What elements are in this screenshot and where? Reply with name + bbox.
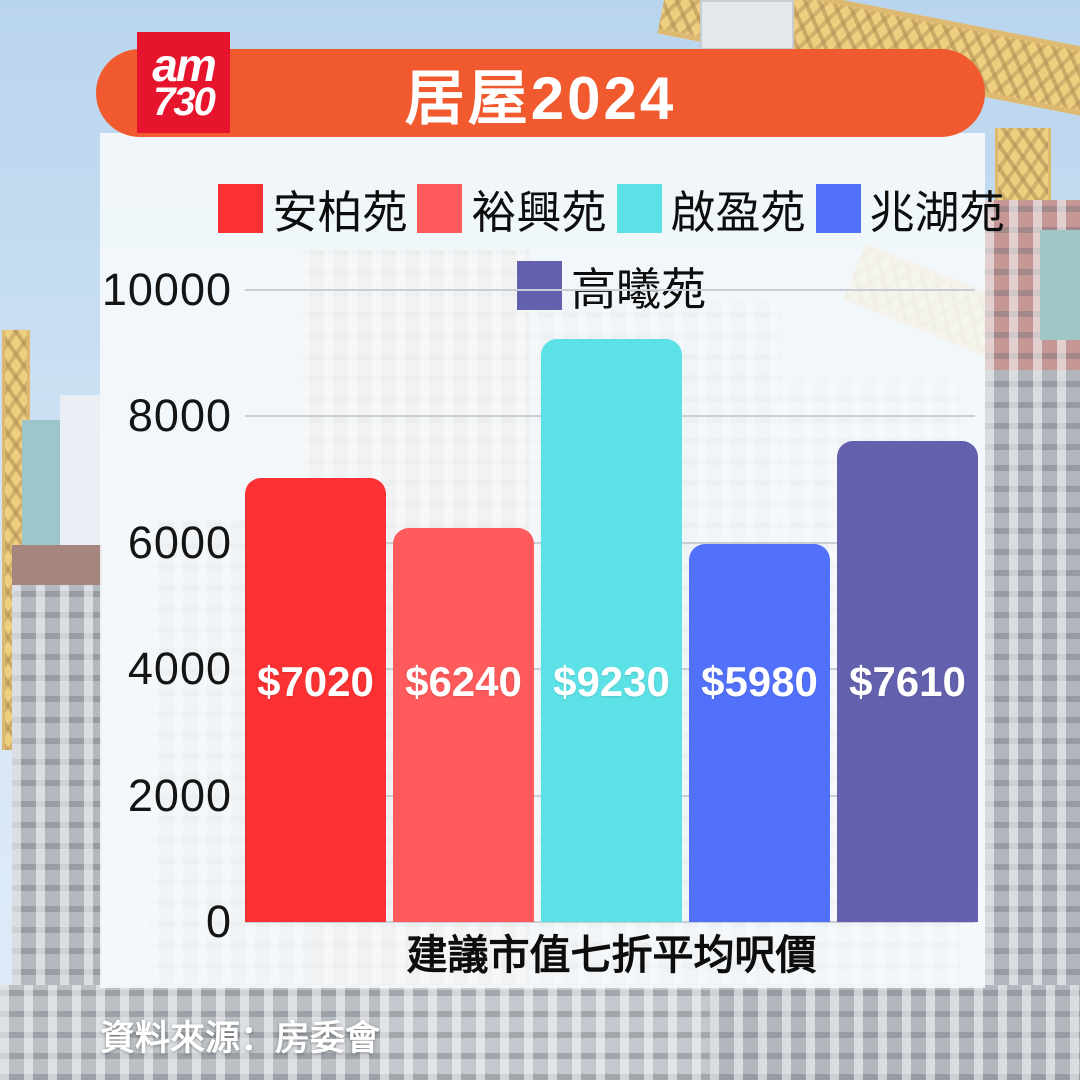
source-note: 資料來源：房委會: [100, 1019, 381, 1058]
building: [1040, 230, 1080, 340]
logo-line1: am: [152, 38, 217, 91]
legend-swatch-icon: [218, 184, 264, 233]
scaffold-band: [12, 545, 102, 585]
legend-label: 安柏苑: [272, 187, 408, 238]
legend-item: 安柏苑: [218, 176, 407, 241]
legend-swatch-icon: [616, 184, 662, 233]
logo-line2: 730: [153, 80, 216, 125]
chart-legend: 安柏苑 裕興苑 啟盈苑 兆湖苑 高曦苑: [218, 176, 1005, 318]
header-banner: 居屋2024: [96, 49, 985, 137]
building: [60, 395, 100, 555]
legend-swatch-icon: [516, 261, 562, 310]
legend-swatch-icon: [815, 184, 861, 233]
legend-item: 兆湖苑: [815, 176, 1005, 241]
building: [985, 370, 1080, 1080]
legend-item: 高曦苑: [516, 253, 706, 318]
crane-counterweight-icon: [700, 0, 794, 50]
legend-label: 兆湖苑: [869, 187, 1005, 238]
legend-label: 裕興苑: [471, 187, 607, 238]
legend-item: 啟盈苑: [616, 176, 806, 241]
legend-row-1: 安柏苑 裕興苑 啟盈苑 兆湖苑: [218, 176, 1005, 241]
building: [710, 985, 1080, 1080]
building: [0, 985, 380, 1080]
legend-swatch-icon: [417, 184, 463, 233]
legend-label: 啟盈苑: [670, 187, 806, 238]
legend-label: 高曦苑: [570, 264, 706, 315]
legend-row-2: 高曦苑: [516, 253, 706, 318]
legend-item: 裕興苑: [417, 176, 607, 241]
building: [380, 985, 710, 1080]
am730-logo: am 730: [137, 32, 230, 133]
page-title: 居屋2024: [404, 64, 677, 132]
